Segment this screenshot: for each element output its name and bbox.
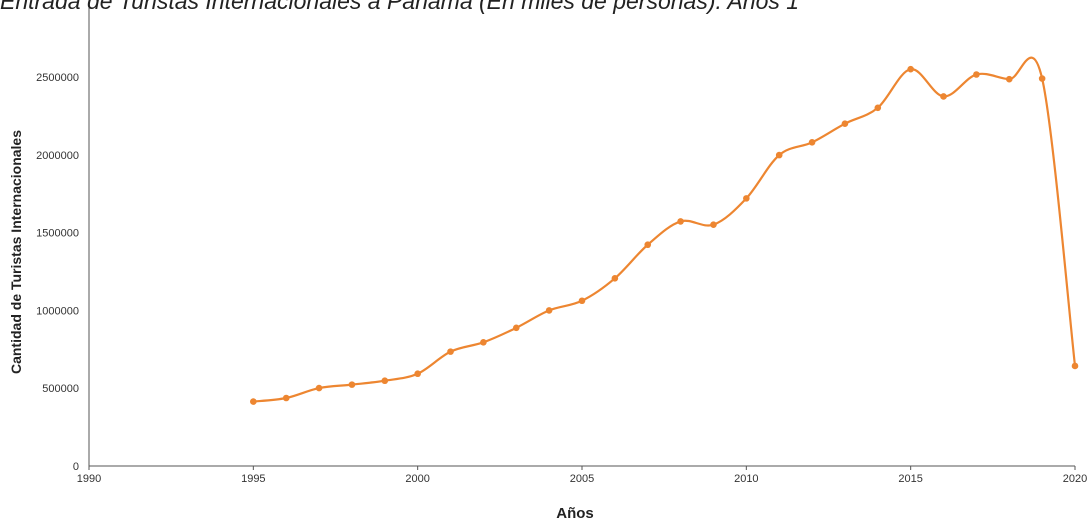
y-tick-label: 500000: [42, 383, 79, 395]
series-line: [253, 56, 1077, 403]
data-point: [250, 398, 257, 405]
data-point: [1038, 75, 1046, 82]
x-tick-label: 2020: [1063, 473, 1087, 485]
data-point: [282, 394, 290, 402]
data-point: [381, 377, 389, 385]
data-point: [874, 104, 882, 112]
y-tick-label: 0: [73, 461, 79, 473]
data-point: [644, 241, 652, 249]
data-point: [578, 297, 586, 305]
x-tick-label: 1995: [241, 473, 265, 485]
data-point: [775, 151, 783, 159]
data-point: [1005, 75, 1013, 83]
data-point: [480, 338, 487, 346]
data-point: [973, 71, 980, 78]
y-tick-label: 2500000: [36, 72, 79, 84]
data-point: [907, 65, 914, 73]
x-axis-title: Años: [556, 505, 594, 522]
data-point: [545, 307, 553, 314]
x-tick-label: 2000: [405, 473, 429, 485]
data-point: [677, 218, 684, 225]
y-tick-label: 1500000: [36, 228, 79, 240]
chart-axes: 1990 1995 2000 2005 2010 2015 2020 0 500000 10000…: [36, 8, 1087, 485]
data-point: [940, 93, 947, 100]
data-point: [315, 384, 323, 392]
x-tick-label: 2015: [898, 473, 922, 485]
data-point: [808, 139, 816, 146]
data-point: [841, 120, 849, 127]
y-tick-label: 2000000: [36, 150, 79, 162]
data-point: [743, 195, 750, 202]
chart-title: Entrada de Turistas Internacionales a Pa…: [0, 0, 800, 14]
y-axis-title: Cantidad de Turistas Internacionales: [8, 129, 24, 375]
data-point: [611, 275, 619, 282]
y-tick-label: 1000000: [36, 305, 79, 317]
x-tick-label: 2010: [734, 473, 758, 485]
data-point: [1071, 362, 1079, 370]
data-point: [447, 348, 454, 355]
data-point: [348, 381, 356, 388]
x-tick-label: 2005: [570, 473, 594, 485]
chart-marks: [250, 56, 1079, 405]
data-point: [414, 370, 421, 378]
data-point: [512, 324, 520, 332]
data-point: [710, 221, 717, 228]
x-tick-label: 1990: [77, 473, 101, 485]
